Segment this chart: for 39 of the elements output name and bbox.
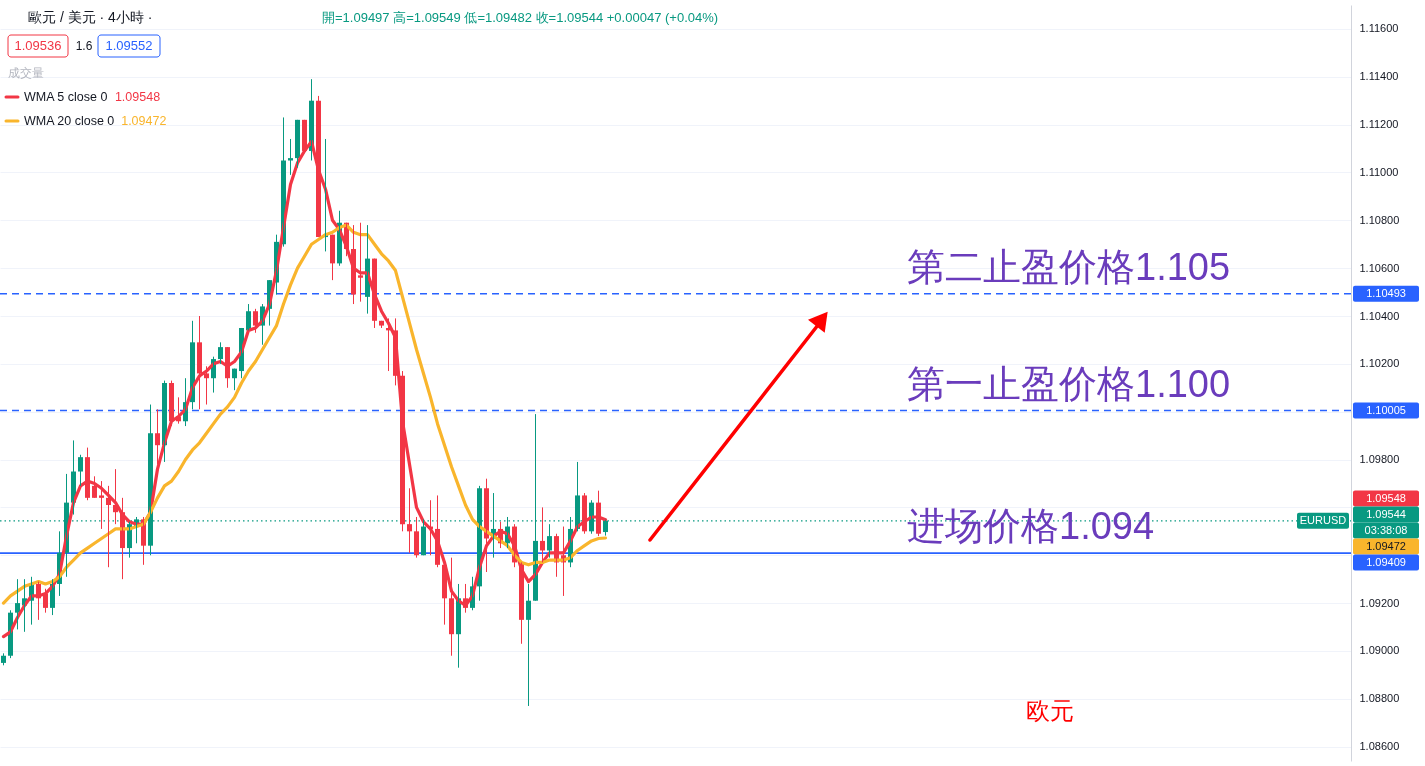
chart-title: 歐元 / 美元 · 4小時 · bbox=[28, 9, 153, 25]
text: 1.10493 bbox=[1366, 286, 1406, 299]
y-tick-label: 1.10400 bbox=[1359, 309, 1400, 322]
y-tick-label: 1.10200 bbox=[1359, 357, 1400, 370]
annotation: 1.09536 bbox=[14, 38, 62, 53]
ref-line-label: 第二止盈价格1.105 bbox=[907, 245, 1231, 288]
y-tick-label: 1.09000 bbox=[1359, 644, 1400, 657]
ref-line-label: 第一止盈价格1.100 bbox=[907, 362, 1231, 405]
text: 03:38:08 bbox=[1364, 523, 1408, 536]
text: 1.09548 bbox=[1366, 491, 1406, 504]
y-tick-label: 1.08600 bbox=[1359, 740, 1400, 753]
y-tick-label: 1.08800 bbox=[1359, 692, 1400, 705]
text: 1.09409 bbox=[1366, 555, 1406, 568]
text: 1.09544 bbox=[1366, 507, 1406, 520]
text: 1.09472 bbox=[1366, 539, 1406, 552]
annotation: 1.09548 bbox=[114, 90, 161, 104]
chart-subtitle: 開=1.09497 高=1.09549 低=1.09482 收=1.09544 +0.00047 (+0.04%) bbox=[322, 10, 719, 25]
line-series bbox=[1, 223, 608, 605]
y-tick-label: 1.09800 bbox=[1359, 453, 1400, 466]
annotation: 1.09552 bbox=[105, 38, 153, 53]
annotation: 欧元 bbox=[1026, 698, 1074, 724]
y-tick-label: 1.11000 bbox=[1359, 165, 1399, 178]
annotation: 1.09472 bbox=[121, 114, 167, 128]
candlestick bbox=[99, 480, 104, 530]
y-tick-label: 1.11200 bbox=[1359, 118, 1399, 131]
annotation: 1.6 bbox=[75, 39, 93, 53]
ref-line-label: EURUSD bbox=[1299, 513, 1347, 526]
ref-line-label: 进场价格1.094 bbox=[907, 505, 1155, 548]
candlestick bbox=[288, 138, 293, 176]
text: 1.10005 bbox=[1366, 403, 1406, 416]
y-tick-label: 1.11600 bbox=[1359, 22, 1399, 35]
y-tick-label: 1.11400 bbox=[1359, 70, 1399, 83]
legend-label: WMA 5 close 0 bbox=[24, 90, 108, 104]
y-tick-label: 1.10600 bbox=[1359, 261, 1400, 274]
y-tick-label: 1.10800 bbox=[1359, 213, 1400, 226]
y-tick-label: 1.09200 bbox=[1359, 596, 1400, 609]
candlestick bbox=[358, 222, 363, 303]
annotation: 成交量 bbox=[8, 66, 44, 80]
legend-label: WMA 20 close 0 bbox=[24, 114, 115, 128]
